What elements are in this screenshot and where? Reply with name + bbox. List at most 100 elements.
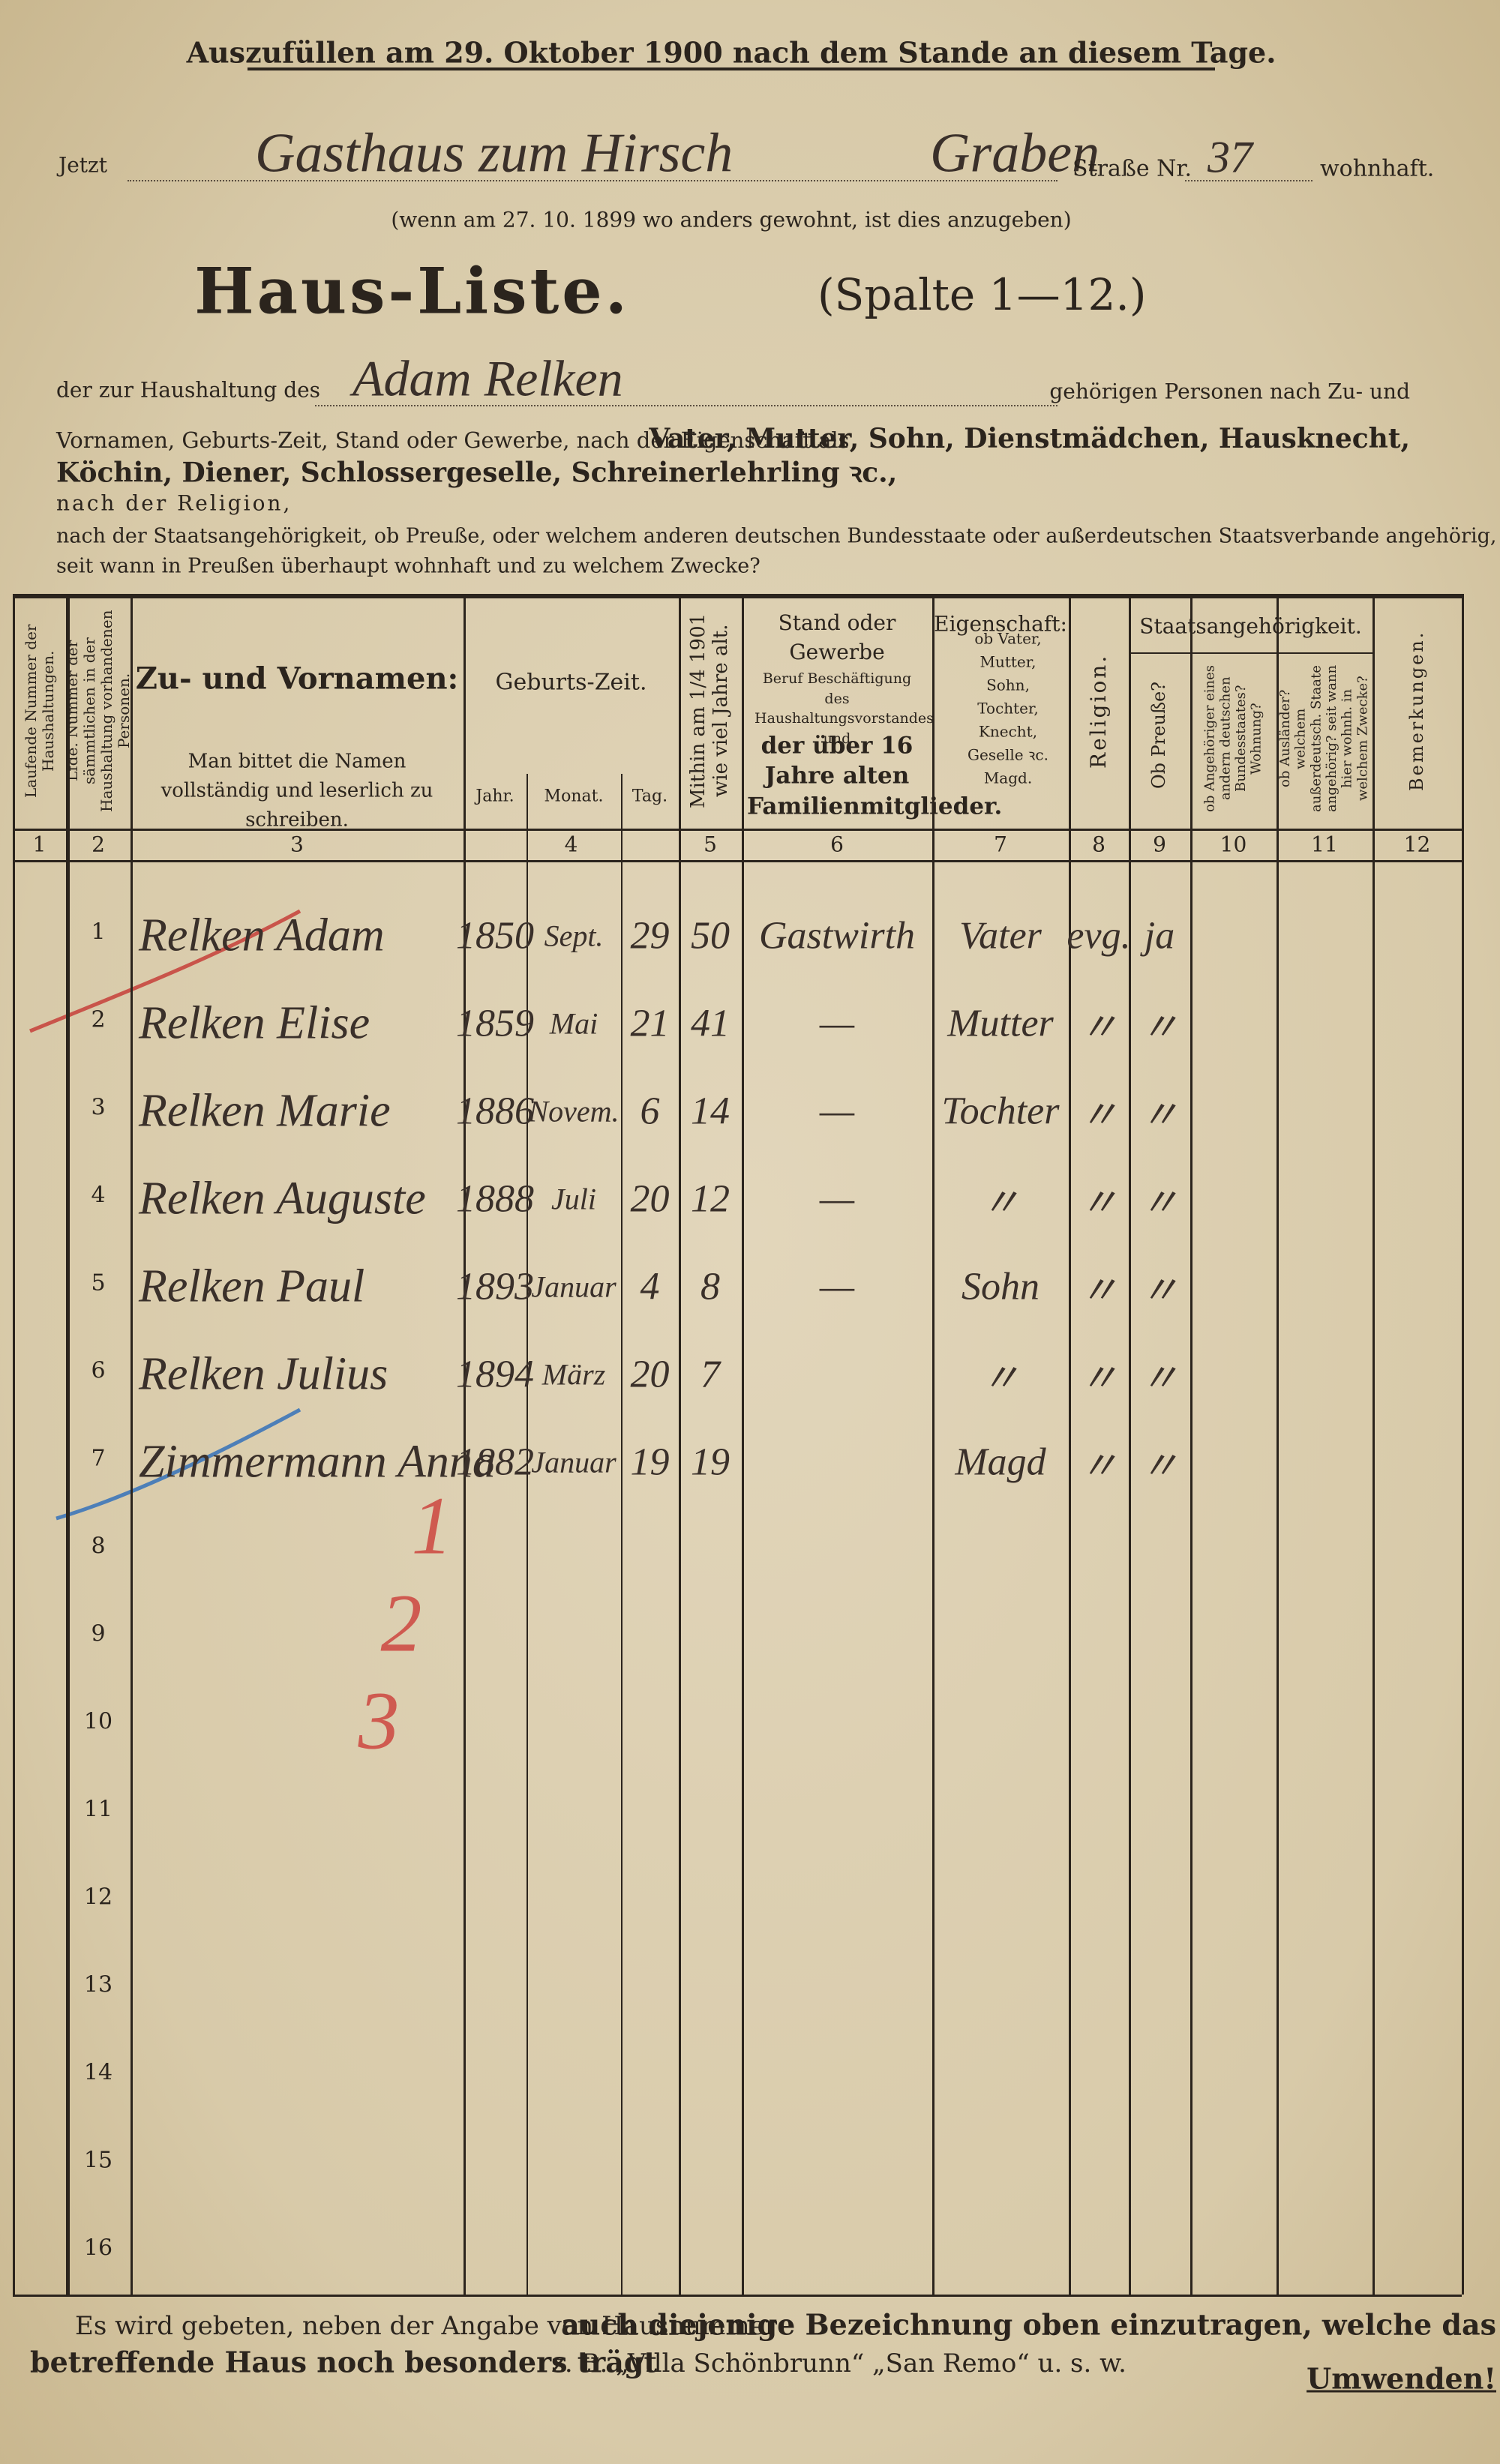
cell-age: 7 (700, 1353, 720, 1396)
row-number: 9 (91, 1620, 106, 1647)
cell-month: Sept. (544, 919, 604, 953)
line3: Köchin, Diener, Schlossergeselle, Schrei… (56, 457, 898, 489)
column-label: Lfde. Nummer der sämmtlichen in der Haus… (63, 610, 133, 812)
row-number: 8 (91, 1533, 106, 1560)
column-label: ob Ausländer? welchem außerdeutsch. Staa… (1276, 664, 1371, 813)
street-label: Straße Nr. (1072, 155, 1192, 182)
cell-relation: Mutter (947, 1002, 1054, 1045)
cell-religion: evg. (1066, 914, 1131, 958)
cell-day: 20 (630, 1353, 670, 1396)
row-number: 6 (91, 1357, 106, 1384)
column-note: Man bittet die Namen vollständig und les… (160, 750, 434, 832)
column-number: 4 (564, 832, 578, 857)
cell-day: 19 (630, 1440, 670, 1484)
column-rule (742, 594, 744, 2295)
cell-year: 1888 (456, 1177, 534, 1221)
person-name: Relken Julius (139, 1348, 388, 1400)
column-label: Bemerkungen. (1406, 630, 1427, 792)
cell-prussian: 〃 (1139, 1445, 1180, 1488)
cell-year: 1893 (456, 1265, 534, 1308)
red-strike (29, 909, 302, 1033)
dotted-line (128, 180, 1058, 181)
cell-day: 21 (630, 1002, 670, 1045)
cell-month: Juli (551, 1182, 596, 1216)
cell-prussian: 〃 (1139, 1094, 1180, 1138)
cell-religion: 〃 (1078, 1357, 1119, 1401)
column-number: 6 (830, 832, 844, 857)
column-number: 3 (290, 832, 304, 857)
cell-day: 6 (640, 1090, 660, 1133)
column-number: 1 (32, 832, 46, 857)
column-number: 5 (704, 832, 717, 857)
column-rule (621, 774, 622, 2295)
row-number: 11 (83, 1796, 113, 1823)
rule (13, 860, 1462, 862)
person-name: Relken Marie (139, 1085, 391, 1137)
column-label: Laufende Nummer der Haushaltungen. (21, 624, 57, 798)
cell-year: 1894 (456, 1353, 534, 1396)
cell-age: 50 (691, 914, 730, 958)
cell-religion: 〃 (1078, 1182, 1119, 1225)
cell-day: 29 (630, 914, 670, 958)
cell-month: Januar (531, 1445, 616, 1479)
column-number: 8 (1092, 832, 1106, 857)
column-rule (1372, 594, 1375, 2295)
cell-month: Januar (531, 1269, 616, 1304)
cell-day: 4 (640, 1265, 660, 1308)
column-rule (1190, 594, 1192, 2295)
column-rule (679, 594, 681, 2295)
title: Haus-Liste. (194, 253, 630, 328)
column-label: Mithin am 1/4 1901 wie viel Jahre alt. (687, 613, 732, 809)
cell-occupation: — (819, 1265, 855, 1308)
cell-relation: Magd (955, 1440, 1046, 1484)
column-number: 11 (1311, 832, 1338, 857)
cell-age: 8 (700, 1265, 720, 1308)
annotation: 1 (411, 1479, 453, 1572)
row-number: 12 (83, 1884, 113, 1911)
row-number: 4 (91, 1182, 106, 1209)
cell-prussian: 〃 (1139, 1006, 1180, 1050)
annotation: 2 (380, 1577, 422, 1669)
cell-month: März (542, 1357, 606, 1392)
cell-year: 1850 (456, 914, 534, 958)
row-number: 13 (83, 1971, 113, 1998)
closing: Umwenden! (1306, 2361, 1496, 2396)
cell-age: 14 (691, 1090, 730, 1133)
column-label: Geburts-Zeit. (495, 669, 647, 696)
row-number: 5 (91, 1269, 106, 1296)
column-number: 10 (1220, 832, 1247, 857)
dotted-line (1185, 180, 1312, 181)
row-number: 14 (83, 2059, 113, 2086)
cell-occupation: Gastwirth (758, 914, 916, 958)
annotation: 3 (358, 1674, 400, 1767)
household-prefix: der zur Haushaltung des (56, 377, 321, 403)
row-number: 3 (91, 1094, 106, 1121)
cell-relation: Vater (959, 914, 1042, 958)
cell-prussian: 〃 (1139, 1182, 1180, 1225)
line4: nach der Religion, (56, 490, 292, 516)
address-street: Gasthaus zum Hirsch (255, 122, 734, 184)
cell-occupation: — (819, 1090, 855, 1133)
row-number: 16 (83, 2235, 113, 2262)
cell-year: 1886 (456, 1090, 534, 1133)
column-number: 9 (1153, 832, 1166, 857)
group-header: Staatsangehörigkeit. (1139, 613, 1362, 639)
cell-occupation: — (819, 1002, 855, 1045)
cell-year: 1882 (456, 1440, 534, 1484)
footer-line2: z. B. „Villa Schönbrunn“ „San Remo“ u. s… (551, 2349, 1126, 2379)
column-rule (1462, 594, 1464, 2295)
household-suffix: gehörigen Personen nach Zu- und (1049, 379, 1410, 404)
cell-religion: 〃 (1078, 1269, 1119, 1313)
cell-relation: 〃 (980, 1182, 1021, 1225)
cell-age: 19 (691, 1440, 730, 1484)
person-name: Zimmermann Anna (139, 1436, 496, 1488)
rule (13, 829, 1462, 831)
house-number: 37 (1208, 132, 1252, 182)
row-number: 7 (91, 1445, 106, 1472)
address-prefix: Jetzt (58, 152, 108, 178)
column-label: Zu- und Vornamen: (135, 661, 459, 697)
footer-line1: Es wird gebeten, neben der Angabe von Ha… (75, 2311, 777, 2341)
column-note: ob Vater, Mutter, Sohn, Tochter, Knecht,… (968, 629, 1048, 787)
column-number: 2 (92, 832, 105, 857)
